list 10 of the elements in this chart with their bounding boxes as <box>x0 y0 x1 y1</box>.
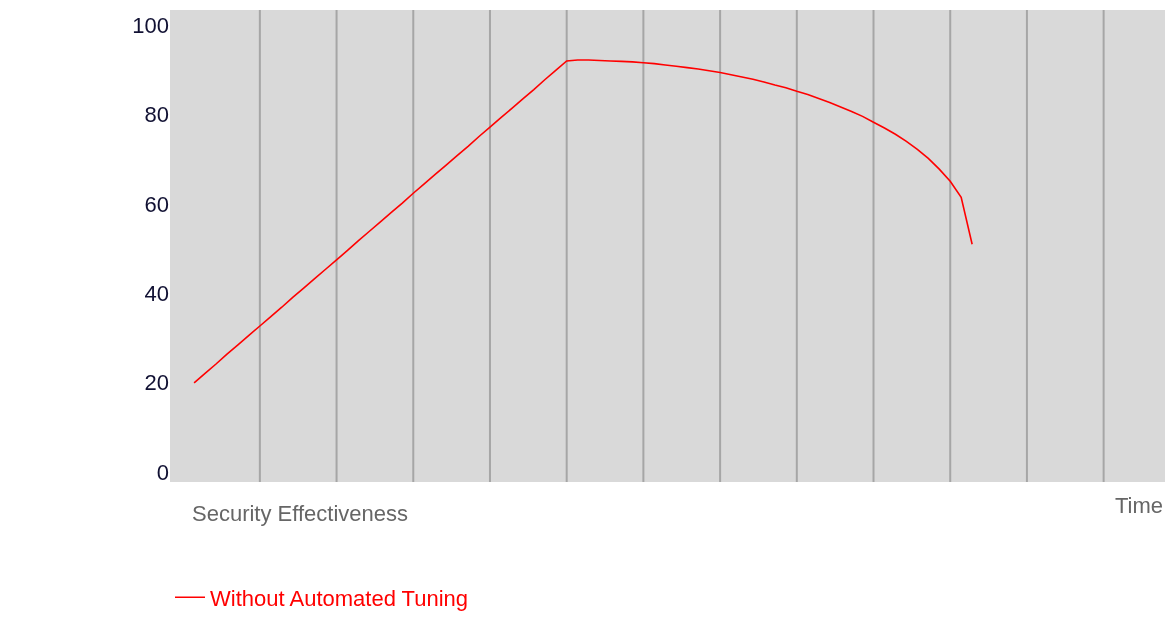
y-tick-label: 0 <box>156 459 169 485</box>
y-tick-label: 100 <box>132 12 169 38</box>
y-tick-label: 20 <box>144 370 169 396</box>
y-tick-label: 80 <box>144 102 169 128</box>
line-series <box>193 59 973 384</box>
text: Security Effectiveness <box>192 501 409 526</box>
y-tick-label: 40 <box>144 281 169 307</box>
y-tick-label: 60 <box>144 191 169 217</box>
legend-label: Without Automated Tuning <box>210 585 469 611</box>
text: Time <box>1115 493 1164 518</box>
